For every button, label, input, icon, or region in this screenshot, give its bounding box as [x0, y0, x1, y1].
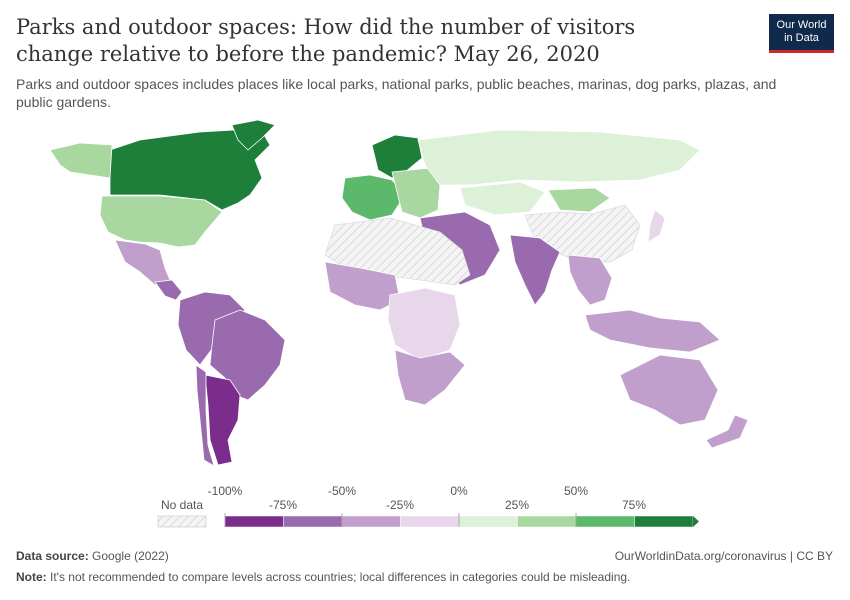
legend-swatch-0[interactable]	[224, 515, 284, 528]
region-canada[interactable]	[109, 127, 271, 211]
region-se-asia[interactable]	[567, 254, 613, 306]
chart-subtitle: Parks and outdoor spaces includes places…	[16, 76, 777, 110]
legend-swatch-2[interactable]	[341, 515, 401, 528]
map-legend: No data -100% -50% 0% 50% -75% -25% 25% …	[157, 484, 699, 528]
legend-swatch-3[interactable]	[400, 515, 460, 528]
note-label: Note:	[16, 570, 47, 584]
legend-tick-50: 50%	[564, 484, 588, 498]
region-s-africa[interactable]	[394, 349, 466, 406]
chart-title: Parks and outdoor spaces: How did the nu…	[16, 15, 636, 66]
region-japan[interactable]	[647, 209, 666, 243]
region-mongolia[interactable]	[547, 187, 611, 213]
region-kazakhstan[interactable]	[459, 181, 546, 216]
legend-tick-m75: -75%	[269, 498, 297, 512]
logo-line2: in Data	[784, 32, 819, 44]
note-text: It's not recommended to compare levels a…	[50, 570, 631, 584]
region-c-africa[interactable]	[387, 287, 461, 361]
region-russia[interactable]	[417, 129, 701, 186]
region-india[interactable]	[509, 234, 561, 306]
region-australia[interactable]	[619, 354, 719, 426]
legend-tick-m50: -50%	[328, 484, 356, 498]
legend-no-data-swatch	[157, 515, 207, 528]
region-argentina[interactable]	[204, 374, 241, 466]
legend-swatch-7[interactable]	[634, 515, 694, 528]
legend-swatch-1[interactable]	[283, 515, 343, 528]
region-central-america[interactable]	[154, 279, 183, 301]
footnote: Note: It's not recommended to compare le…	[16, 570, 630, 584]
legend-swatches	[224, 513, 699, 528]
legend-tick-25: 25%	[505, 498, 529, 512]
legend-tick-m25: -25%	[386, 498, 414, 512]
region-chile[interactable]	[195, 364, 215, 467]
legend-swatch-5[interactable]	[517, 515, 577, 528]
source-label: Data source:	[16, 549, 89, 563]
legend-no-data-label: No data	[161, 498, 203, 512]
legend-tick-75: 75%	[622, 498, 646, 512]
world-map[interactable]	[0, 110, 850, 490]
legend-ticks-top: -100% -50% 0% 50%	[208, 484, 589, 498]
legend-arrow	[693, 516, 699, 527]
region-scandinavia[interactable]	[371, 134, 423, 179]
region-usa[interactable]	[99, 195, 223, 248]
legend-swatch-6[interactable]	[575, 515, 635, 528]
source-text[interactable]: Google (2022)	[92, 549, 169, 563]
source-url[interactable]: OurWorldinData.org/coronavirus | CC BY	[614, 549, 833, 563]
legend-tick-0: 0%	[450, 484, 468, 498]
region-w-europe[interactable]	[341, 174, 406, 221]
region-brazil[interactable]	[209, 309, 286, 401]
region-alaska[interactable]	[49, 142, 113, 179]
owid-logo[interactable]: Our World in Data	[769, 14, 834, 53]
region-new-zealand[interactable]	[705, 414, 749, 449]
region-greenland[interactable]	[231, 119, 276, 151]
region-mexico[interactable]	[114, 239, 171, 286]
legend-ticks-bottom: -75% -25% 25% 75%	[269, 498, 646, 512]
data-source: Data source: Google (2022)	[16, 549, 169, 563]
legend-tick-m100: -100%	[208, 484, 243, 498]
logo-line1: Our World	[776, 19, 827, 31]
region-indonesia[interactable]	[584, 309, 721, 353]
legend-swatch-4[interactable]	[458, 515, 518, 528]
